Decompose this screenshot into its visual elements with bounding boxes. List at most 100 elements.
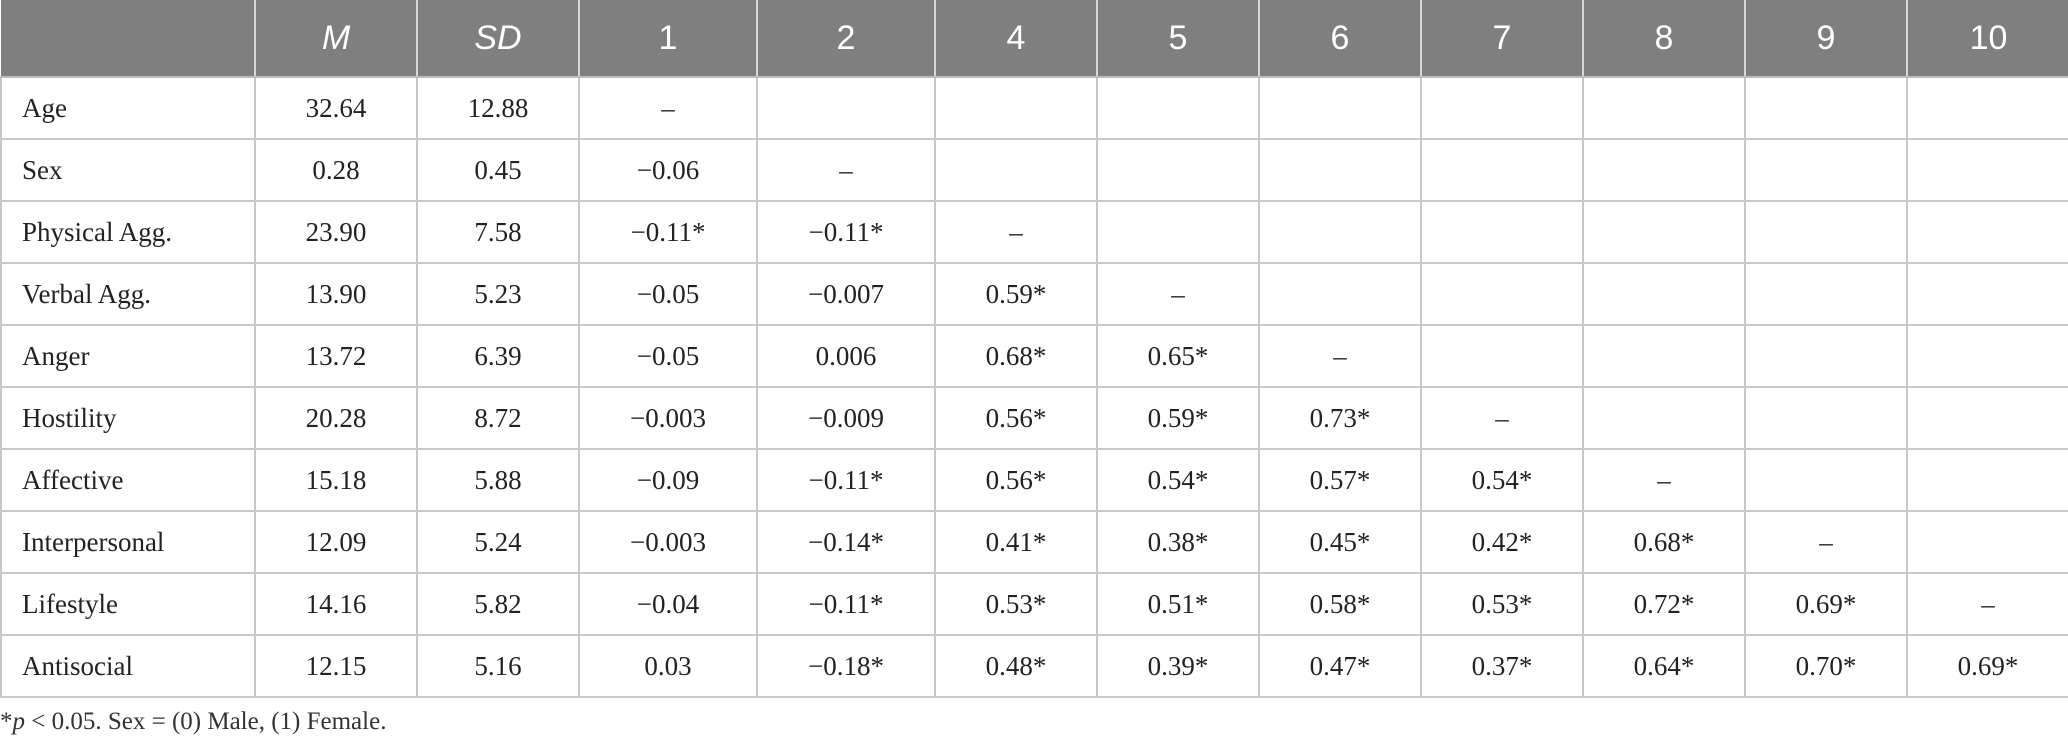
table-cell: 0.56* (934, 386, 1098, 450)
row-label: Hostility (0, 386, 256, 450)
table-cell: 0.73* (1258, 386, 1422, 450)
table-cell: 0.70* (1744, 634, 1908, 698)
row-label: Verbal Agg. (0, 262, 256, 326)
table-cell (1906, 510, 2068, 574)
table-cell (1420, 262, 1584, 326)
table-cell: 5.82 (416, 572, 580, 636)
table-cell: 0.65* (1096, 324, 1260, 388)
table-cell: 12.88 (416, 76, 580, 140)
table-cell (1420, 76, 1584, 140)
table-cell: 0.38* (1096, 510, 1260, 574)
table-cell (1096, 200, 1260, 264)
row-label: Antisocial (0, 634, 256, 698)
table-cell: – (1744, 510, 1908, 574)
table-row: Verbal Agg. 13.90 5.23 −0.05 −0.007 0.59* – (0, 262, 2068, 326)
table-cell: 12.15 (254, 634, 418, 698)
table-cell: −0.11* (578, 200, 758, 264)
table-cell (1906, 138, 2068, 202)
table-cell (934, 138, 1098, 202)
table-cell: 32.64 (254, 76, 418, 140)
table-cell: −0.009 (756, 386, 936, 450)
table-row: Interpersonal 12.09 5.24 −0.003 −0.14* 0.41* 0… (0, 510, 2068, 574)
table-cell (1420, 324, 1584, 388)
table-cell (1744, 386, 1908, 450)
table-row: Anger 13.72 6.39 −0.05 0.006 0.68* 0.65* – (0, 324, 2068, 388)
table-cell: 0.45* (1258, 510, 1422, 574)
table-cell: – (1420, 386, 1584, 450)
table-row: Physical Agg. 23.90 7.58 −0.11* −0.11* – (0, 200, 2068, 264)
table-row: Hostility 20.28 8.72 −0.003 −0.009 0.56* 0.59*… (0, 386, 2068, 450)
table-cell (1096, 76, 1260, 140)
table-cell: 13.90 (254, 262, 418, 326)
correlation-table: M SD 1 2 4 5 6 7 8 9 10 Age 32.64 12.88– Se… (0, 0, 2068, 698)
table-cell: −0.09 (578, 448, 758, 512)
table-cell (1744, 262, 1908, 326)
table-cell: 12.09 (254, 510, 418, 574)
table-cell (1744, 200, 1908, 264)
table-cell: −0.06 (578, 138, 758, 202)
row-label: Age (0, 76, 256, 140)
table-cell: −0.003 (578, 510, 758, 574)
table-row: Lifestyle 14.16 5.82 −0.04 −0.11* 0.53* 0.51* 0… (0, 572, 2068, 636)
table-cell (1906, 324, 2068, 388)
table-cell (1258, 138, 1422, 202)
table-cell: −0.11* (756, 572, 936, 636)
table-cell: 0.48* (934, 634, 1098, 698)
table-cell: 0.42* (1420, 510, 1584, 574)
header-cell-4: 4 (935, 0, 1098, 78)
table-cell: 5.16 (416, 634, 580, 698)
table-cell: – (756, 138, 936, 202)
table-cell: 0.58* (1258, 572, 1422, 636)
header-cell-mean: M (255, 0, 418, 78)
table-cell: 15.18 (254, 448, 418, 512)
table-cell (1582, 200, 1746, 264)
table-cell: – (1906, 572, 2068, 636)
table-cell: 0.68* (934, 324, 1098, 388)
table-row: Antisocial 12.15 5.16 0.03 −0.18* 0.48* 0.39* 0… (0, 634, 2068, 698)
table-cell: −0.11* (756, 448, 936, 512)
table-cell (1258, 76, 1422, 140)
header-cell-6: 6 (1259, 0, 1422, 78)
table-cell: −0.04 (578, 572, 758, 636)
table-cell: – (1582, 448, 1746, 512)
table-cell: 0.64* (1582, 634, 1746, 698)
header-cell-7: 7 (1421, 0, 1584, 78)
header-cell-blank (1, 0, 256, 78)
table-cell (1744, 448, 1908, 512)
header-cell-10: 10 (1907, 0, 2068, 78)
table-cell (1096, 138, 1260, 202)
table-cell: 0.59* (1096, 386, 1260, 450)
table-cell (1582, 386, 1746, 450)
footnote-star: * (0, 708, 13, 735)
table-cell (1906, 262, 2068, 326)
table-cell: −0.05 (578, 324, 758, 388)
table-cell (1258, 262, 1422, 326)
table-cell: 0.37* (1420, 634, 1584, 698)
table-cell: 0.03 (578, 634, 758, 698)
table-cell: 0.006 (756, 324, 936, 388)
table-cell: 0.68* (1582, 510, 1746, 574)
table-cell (1420, 138, 1584, 202)
table-cell (1906, 448, 2068, 512)
row-label: Sex (0, 138, 256, 202)
table-cell: – (934, 200, 1098, 264)
table-cell (1582, 262, 1746, 326)
table-cell: 5.23 (416, 262, 580, 326)
table-cell: 0.51* (1096, 572, 1260, 636)
table-cell: 23.90 (254, 200, 418, 264)
table-cell: 8.72 (416, 386, 580, 450)
table-cell (1906, 386, 2068, 450)
table-cell: 20.28 (254, 386, 418, 450)
table-cell: 5.24 (416, 510, 580, 574)
table-row: Sex 0.28 0.45 −0.06– (0, 138, 2068, 202)
table-cell: 0.53* (1420, 572, 1584, 636)
header-cell-8: 8 (1583, 0, 1746, 78)
footnote-text: < 0.05. Sex = (0) Male, (1) Female. (25, 708, 387, 735)
table-cell (1906, 200, 2068, 264)
table-cell: 0.28 (254, 138, 418, 202)
footnote-p-symbol: p (12, 708, 26, 735)
table-cell: – (578, 76, 758, 140)
table-cell (934, 76, 1098, 140)
table-cell: 13.72 (254, 324, 418, 388)
table-cell: 0.47* (1258, 634, 1422, 698)
